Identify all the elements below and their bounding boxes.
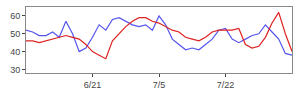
svg-text:6/21: 6/21	[84, 80, 102, 90]
svg-text:7/5: 7/5	[153, 80, 166, 90]
svg-text:7/22: 7/22	[217, 80, 235, 90]
svg-text:50: 50	[10, 29, 20, 39]
svg-text:60: 60	[10, 11, 20, 21]
svg-text:40: 40	[10, 47, 20, 57]
svg-text:30: 30	[10, 65, 20, 75]
